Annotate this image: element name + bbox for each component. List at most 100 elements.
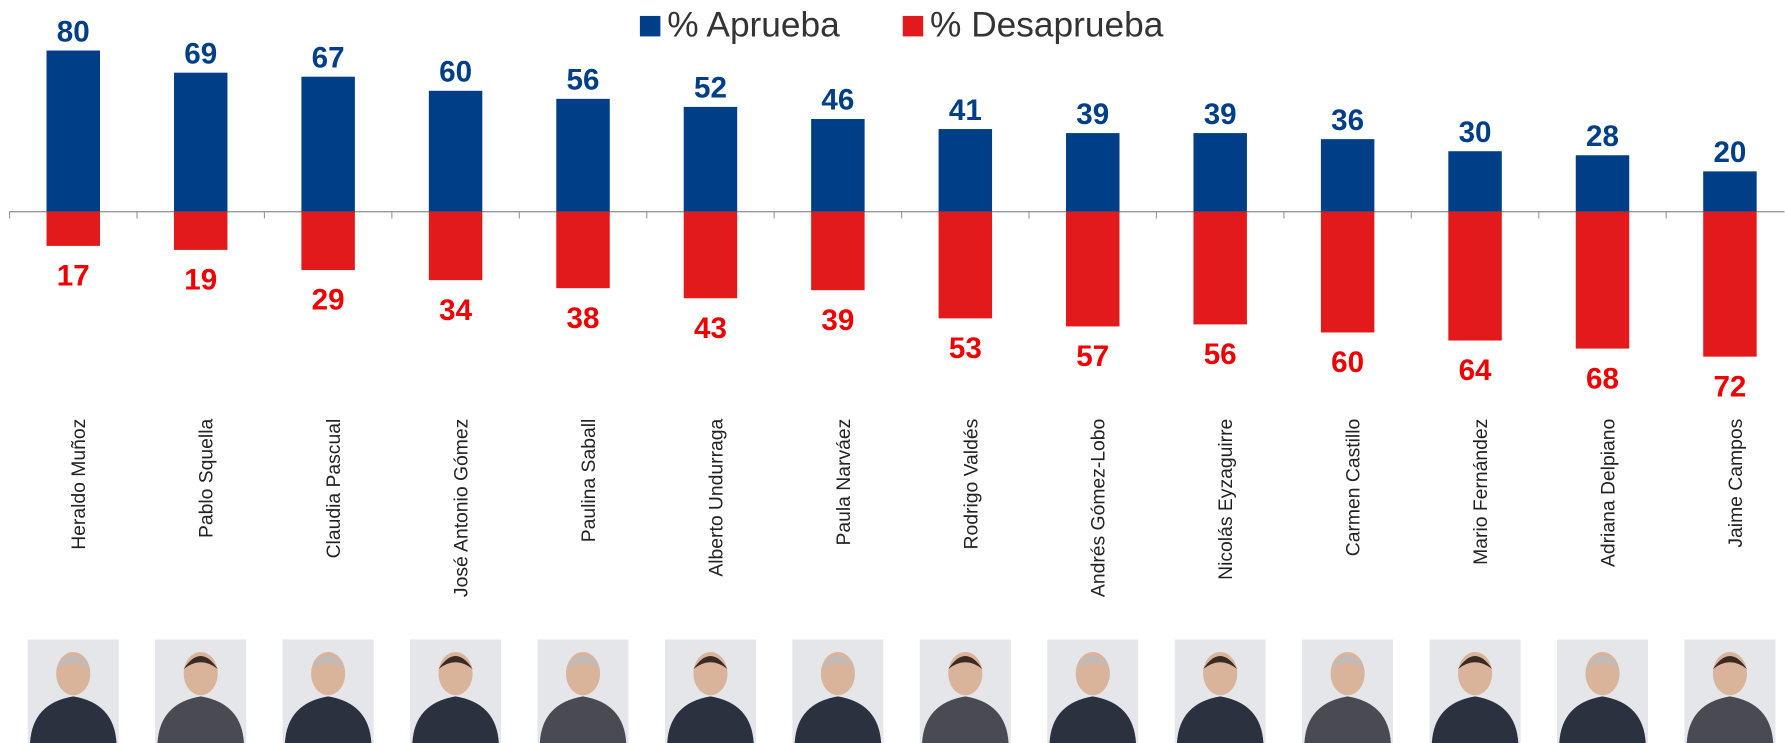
photo-hair	[948, 655, 983, 670]
bar	[428, 90, 483, 212]
bar	[811, 118, 865, 212]
category-label: Paula Narváez	[833, 419, 855, 546]
photo-hair	[1330, 655, 1365, 670]
photo	[282, 639, 374, 743]
bar	[811, 211, 865, 291]
category-label: Pablo Squella	[196, 418, 218, 538]
bar	[301, 76, 355, 212]
category-label: Paulina Saball	[578, 419, 600, 543]
value-label: 17	[57, 260, 90, 293]
bar	[1575, 211, 1630, 349]
bar	[938, 211, 993, 319]
bar	[683, 211, 738, 299]
photo-hair	[183, 655, 218, 670]
bar	[46, 50, 101, 212]
legend-swatch	[902, 15, 924, 37]
category-label: Adriana Delpiano	[1597, 419, 1619, 567]
bar	[1448, 211, 1502, 341]
photo	[1174, 639, 1266, 743]
photo	[1556, 639, 1649, 743]
value-label: 30	[1459, 116, 1492, 149]
category-label: Heraldo Muñoz	[68, 419, 90, 550]
category-label: José Antonio Gómez	[451, 419, 473, 597]
photo-body	[1431, 696, 1519, 743]
photo-hair	[820, 655, 855, 670]
bar	[1448, 151, 1502, 212]
photo	[410, 639, 502, 743]
photo-hair	[565, 655, 601, 670]
photo	[919, 639, 1011, 743]
photo-hair	[56, 655, 91, 670]
bar	[173, 211, 228, 250]
bar	[938, 129, 993, 212]
bar	[46, 211, 101, 246]
value-label: 60	[439, 56, 472, 89]
photo-body	[794, 696, 882, 743]
photo	[1047, 639, 1139, 743]
value-label: 41	[949, 94, 982, 127]
value-label: 36	[1331, 104, 1364, 137]
photo	[1302, 639, 1394, 743]
bar	[1066, 211, 1120, 327]
bar	[556, 211, 610, 289]
legend-label: % Aprueba	[667, 6, 840, 45]
value-label: 56	[1204, 338, 1237, 371]
bar	[1703, 171, 1757, 212]
photo-body	[1176, 696, 1264, 743]
photo	[664, 639, 756, 743]
value-label: 69	[184, 37, 217, 70]
value-label: 20	[1713, 136, 1746, 169]
bar	[301, 211, 355, 271]
value-label: 68	[1586, 362, 1619, 395]
legend-label: % Desaprueba	[930, 6, 1164, 45]
photo-hair	[1203, 655, 1238, 670]
value-label: 39	[821, 304, 854, 337]
photo-hair	[1712, 655, 1748, 670]
value-label: 39	[1204, 98, 1237, 131]
value-label: 53	[949, 332, 982, 365]
bar	[173, 72, 228, 212]
category-label: Alberto Undurraga	[705, 418, 727, 576]
value-label: 60	[1331, 346, 1364, 379]
value-label: 34	[439, 294, 472, 327]
bar	[1320, 139, 1375, 212]
photo	[27, 639, 119, 743]
value-label: 46	[821, 84, 854, 117]
photo-hair	[1075, 655, 1110, 670]
bar	[556, 98, 610, 212]
photo	[1684, 639, 1776, 743]
value-label: 52	[694, 72, 727, 105]
value-label: 28	[1586, 120, 1619, 153]
photo-body	[1049, 696, 1136, 743]
photo-body	[157, 696, 244, 743]
bar	[1193, 133, 1247, 212]
value-label: 72	[1713, 370, 1746, 403]
photo-hair	[1457, 655, 1493, 670]
value-label: 39	[1076, 98, 1109, 131]
category-label: Carmen Castillo	[1343, 419, 1365, 556]
value-label: 56	[567, 64, 600, 97]
value-label: 64	[1459, 354, 1492, 387]
photo	[1429, 639, 1521, 743]
category-label: Andrés Gómez-Lobo	[1088, 419, 1110, 597]
category-label: Rodrigo Valdés	[960, 419, 982, 550]
value-label: 67	[312, 41, 345, 74]
photo-body	[1686, 696, 1774, 743]
bar	[683, 106, 738, 212]
photo-hair	[693, 655, 728, 670]
bar	[1066, 133, 1120, 212]
value-label: 38	[567, 302, 600, 335]
value-label: 80	[57, 15, 90, 48]
photo	[792, 639, 884, 743]
value-label: 43	[694, 312, 727, 345]
bar	[1320, 211, 1375, 333]
photo-body	[1559, 696, 1646, 743]
value-label: 29	[312, 284, 345, 317]
category-label: Nicolás Eyzaguirre	[1215, 419, 1237, 580]
photo	[155, 639, 247, 743]
photo-body	[1304, 696, 1391, 743]
value-label: 19	[184, 264, 217, 297]
photo	[537, 639, 629, 743]
legend-swatch	[639, 15, 661, 37]
